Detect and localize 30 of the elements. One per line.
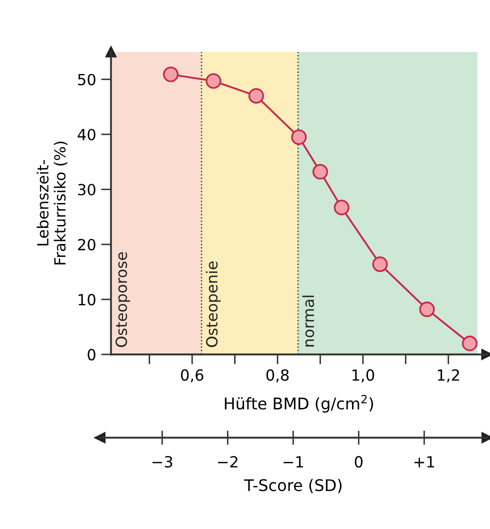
point (248, 88, 264, 104)
x-tick-label: 0,8 (266, 369, 289, 382)
point (334, 200, 350, 216)
x2-tick-label: 0 (354, 456, 363, 468)
y-tick-label: 20 (78, 238, 96, 250)
x-axis-title: Hüfte BMD (g/cm$^{2}$) (224, 394, 374, 413)
x2-tick-label: +1 (414, 456, 434, 468)
point (206, 73, 222, 89)
point (419, 302, 435, 318)
band-label: normal (302, 296, 314, 346)
x2-tick-label: −3 (152, 456, 172, 468)
band-label: Osteopenie (206, 261, 221, 347)
point (312, 164, 328, 180)
y-tick-label: 50 (78, 74, 96, 86)
x-tick-label: 0,6 (180, 369, 204, 382)
x2-axis-title: T-Score (SD) (244, 478, 342, 494)
y-tick-label: 40 (78, 128, 96, 140)
y-tick-label: 30 (78, 184, 96, 196)
y-axis-title: Lebenszeit- Frakturrisiko (%) (36, 142, 68, 264)
band-label: Osteoporose (116, 252, 130, 347)
y-tick-label: 0 (88, 348, 96, 360)
point (372, 256, 388, 272)
point (291, 129, 307, 145)
x2-tick-label: −1 (284, 456, 304, 468)
y-tick-label: 10 (78, 294, 96, 306)
point (462, 336, 478, 352)
point (162, 66, 179, 82)
x2-tick-label: −2 (218, 456, 238, 468)
x-tick-label: 1,0 (352, 369, 374, 382)
x-tick-label: 1,2 (438, 369, 459, 382)
